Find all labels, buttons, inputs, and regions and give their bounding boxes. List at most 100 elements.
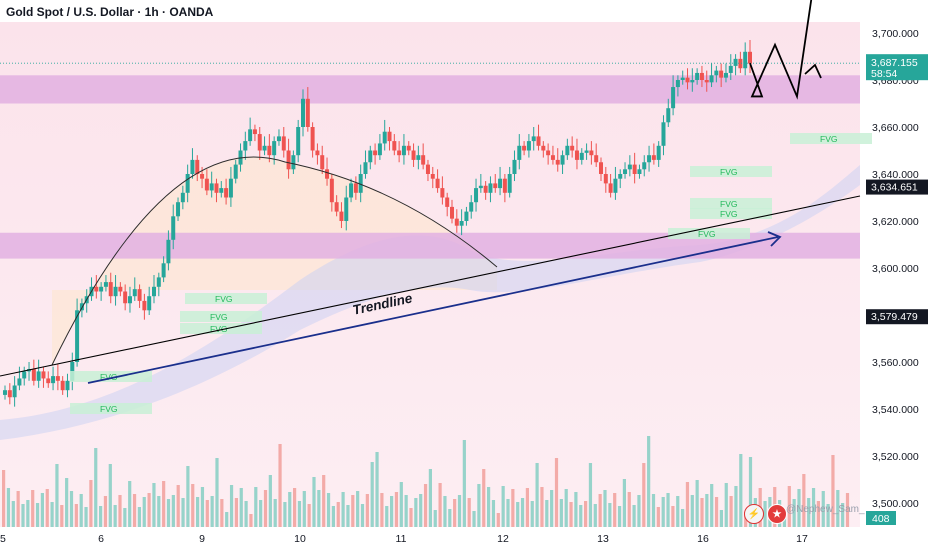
volume-bar bbox=[661, 497, 665, 527]
candle-body bbox=[733, 58, 738, 66]
volume-bar bbox=[346, 505, 350, 527]
candle-body bbox=[425, 164, 430, 174]
channel-arrowhead bbox=[767, 231, 782, 247]
y-tick-label: 3,640.000 bbox=[872, 169, 919, 181]
volume-bar bbox=[579, 505, 583, 527]
volume-bar bbox=[147, 493, 151, 527]
volume-bar bbox=[651, 494, 656, 527]
candle-body bbox=[666, 108, 671, 123]
volume-bar bbox=[6, 488, 11, 527]
candle-body bbox=[224, 188, 229, 198]
candle-body bbox=[344, 197, 349, 221]
candle-body bbox=[584, 150, 589, 153]
volume-bar bbox=[807, 498, 811, 527]
volume-value: 408 bbox=[872, 513, 890, 525]
volume-bar bbox=[554, 458, 559, 527]
volume-bar bbox=[205, 500, 209, 527]
volume-bar bbox=[598, 494, 602, 527]
fvg-box bbox=[690, 208, 772, 219]
candle-body bbox=[353, 183, 358, 193]
volume-bar bbox=[535, 463, 539, 527]
volume-bar bbox=[302, 491, 306, 527]
volume-bar bbox=[477, 484, 481, 527]
volume-badge bbox=[866, 511, 896, 525]
volume-bar bbox=[394, 492, 399, 527]
candle-body bbox=[685, 77, 690, 83]
volume-bar bbox=[312, 477, 316, 527]
candle-body bbox=[450, 206, 454, 219]
candle-body bbox=[454, 218, 459, 226]
time-axis-panel bbox=[0, 527, 860, 550]
volume-bar bbox=[370, 462, 374, 527]
volume-bar bbox=[622, 479, 626, 527]
y-tick-label: 3,500.000 bbox=[872, 498, 919, 510]
candle-body bbox=[603, 174, 608, 184]
candle-body bbox=[478, 185, 483, 189]
volume-bar bbox=[123, 508, 127, 527]
candle-body bbox=[363, 162, 368, 174]
candle-body bbox=[315, 150, 320, 156]
candle-body bbox=[180, 192, 185, 203]
candle-body bbox=[531, 136, 536, 142]
volume-bar bbox=[681, 509, 685, 527]
volume-bar bbox=[380, 493, 384, 527]
candle-body bbox=[579, 152, 584, 160]
volume-bar bbox=[816, 501, 820, 527]
fvg-label: FVG bbox=[698, 229, 715, 239]
volume-bar bbox=[137, 507, 141, 527]
y-tick-label: 3,600.000 bbox=[872, 263, 919, 275]
candle-body bbox=[647, 155, 652, 163]
projection-path bbox=[749, 0, 813, 100]
lightning-icon[interactable]: ⚡ bbox=[744, 504, 764, 524]
candle-body bbox=[272, 141, 277, 156]
candle-body bbox=[118, 286, 123, 292]
volume-bar bbox=[11, 501, 15, 527]
candle-body bbox=[31, 369, 36, 381]
volume-bar bbox=[166, 499, 171, 527]
volume-bar bbox=[200, 487, 205, 527]
candle-body bbox=[699, 72, 704, 80]
volume-bar bbox=[457, 495, 462, 527]
candle-body bbox=[156, 277, 161, 287]
volume-bar bbox=[574, 492, 578, 527]
volume-bar bbox=[710, 484, 714, 527]
volume-bar bbox=[50, 502, 54, 527]
fvg-box bbox=[185, 293, 267, 304]
volume-bar bbox=[45, 489, 49, 527]
volume-bar bbox=[414, 498, 418, 527]
candle-body bbox=[555, 159, 560, 165]
candle-body bbox=[709, 75, 714, 83]
candle-body bbox=[469, 202, 474, 212]
volume-bar bbox=[438, 483, 442, 527]
fvg-box bbox=[690, 166, 772, 177]
volume-bar bbox=[351, 495, 355, 527]
candle-body bbox=[483, 185, 488, 193]
volume-bar bbox=[399, 482, 403, 527]
volume-bar bbox=[520, 498, 525, 527]
candle-body bbox=[228, 178, 233, 198]
fvg-label: FVG bbox=[720, 209, 737, 219]
volume-bar bbox=[99, 506, 103, 527]
volume-bar bbox=[181, 498, 185, 527]
candle-body bbox=[392, 141, 397, 151]
volume-bar bbox=[249, 514, 253, 527]
candle-body bbox=[618, 174, 623, 179]
x-tick-label: 9 bbox=[199, 533, 205, 545]
volume-bar bbox=[69, 491, 74, 527]
volume-bar bbox=[608, 503, 612, 527]
candle-body bbox=[41, 371, 46, 379]
candle-body bbox=[675, 80, 680, 88]
fvg-box bbox=[790, 133, 872, 144]
us-flag-icon[interactable]: ★ bbox=[767, 504, 787, 524]
candle-body bbox=[329, 178, 334, 203]
volume-bar bbox=[35, 503, 40, 527]
projection-arrowhead bbox=[804, 63, 822, 79]
fvg-box bbox=[70, 403, 152, 414]
volume-bar bbox=[259, 500, 263, 527]
volume-bar bbox=[472, 511, 476, 527]
volume-bar bbox=[186, 466, 190, 527]
volume-bar bbox=[288, 492, 292, 527]
candle-body bbox=[498, 178, 503, 189]
candle-body bbox=[541, 145, 546, 151]
